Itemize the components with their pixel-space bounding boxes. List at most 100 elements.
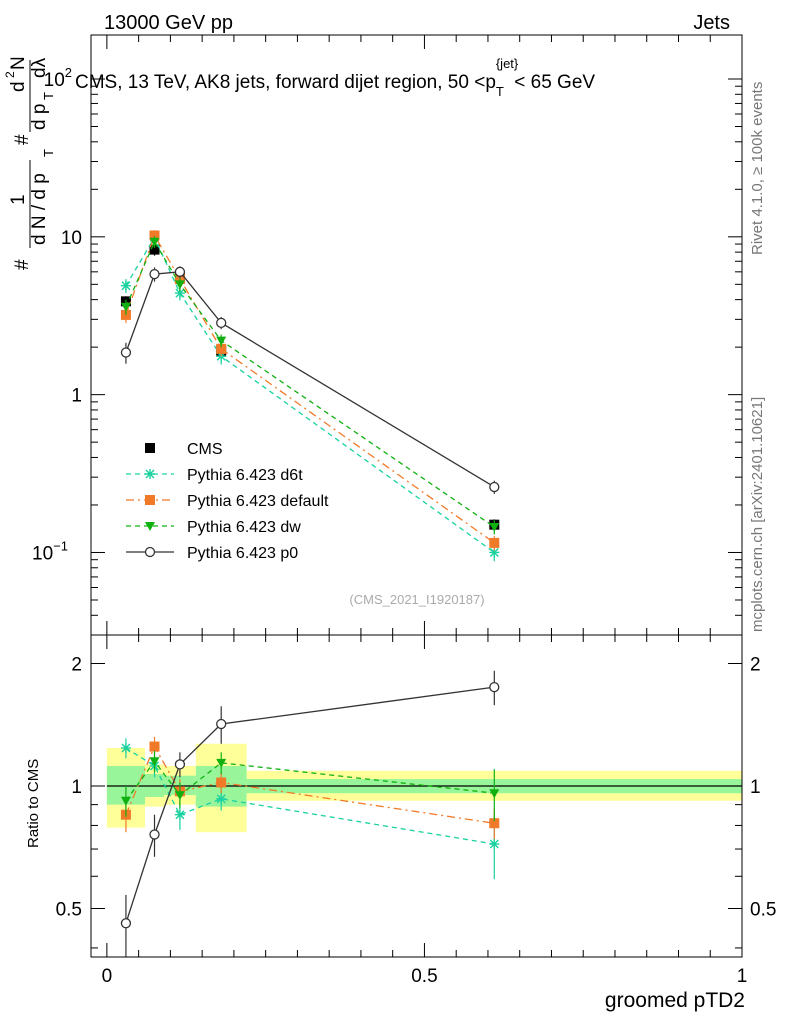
- data-point: [120, 918, 132, 929]
- analysis-id-watermark: (CMS_2021_I1920187): [349, 592, 484, 607]
- ratio-data-series: [120, 670, 500, 957]
- series-line: [125, 271, 495, 488]
- ratio-axis-ticks: 2 2 1 1 0.5 0.5 0 0.5 1: [56, 635, 776, 987]
- rivet-version-label: Rivet 4.1.0, ≥ 100k events: [749, 82, 766, 255]
- energy-label: 13000 GeV pp: [104, 12, 233, 34]
- legend-entry: Pythia 6.423 default: [126, 493, 329, 510]
- ratio-line: [125, 686, 495, 924]
- data-point: [489, 547, 500, 558]
- data-point: [489, 523, 500, 533]
- data-point: [489, 789, 500, 799]
- data-point: [216, 718, 227, 730]
- ylabel-d: d: [8, 81, 29, 92]
- data-point: [216, 351, 227, 362]
- ratio-y-tick-label-right: 0.5: [750, 899, 776, 920]
- x-tick-label: 0.5: [411, 966, 437, 987]
- legend-label: Pythia 6.423 dw: [187, 519, 301, 536]
- series-pythia-6-423-p0: [120, 266, 500, 494]
- ylabel-hash-1: #: [12, 259, 33, 270]
- plot-title: CMS, 13 TeV, AK8 jets, forward dijet reg…: [75, 56, 595, 99]
- ratio-panel-frame: [90, 634, 743, 958]
- data-point: [489, 537, 500, 548]
- ratio-y-tick-label-right: 1: [750, 777, 761, 798]
- data-point: [149, 757, 160, 767]
- ratio-y-axis-label: Ratio to CMS: [25, 759, 42, 848]
- data-point: [174, 288, 185, 299]
- x-tick-label: 0: [102, 966, 113, 987]
- data-point: [145, 443, 155, 453]
- ratio-series-pythia-6-423-d6t: [120, 738, 500, 880]
- y-tick-label: 10−1: [32, 538, 68, 564]
- x-tick-label: 1: [737, 966, 748, 987]
- data-point: [120, 302, 131, 312]
- data-point: [120, 347, 132, 358]
- ylabel-sub-t2: T: [41, 92, 56, 100]
- ylabel-n: N: [8, 56, 29, 70]
- data-point: [174, 791, 185, 801]
- ylabel-dpt: d p: [29, 104, 50, 130]
- data-point: [149, 829, 160, 840]
- legend-entry: Pythia 6.423 d6t: [126, 467, 303, 484]
- data-point: [174, 280, 185, 290]
- legend-entry: CMS: [145, 441, 223, 458]
- ratio-series-pythia-6-423-p0: [120, 670, 500, 957]
- series-pythia-6-423-dw: [120, 236, 500, 535]
- data-point: [144, 546, 156, 558]
- data-point: [120, 796, 131, 806]
- ratio-y-tick-label: 0.5: [56, 899, 82, 920]
- y-tick-label: 102: [44, 65, 72, 91]
- data-point: [145, 469, 155, 479]
- data-point: [149, 741, 160, 752]
- ylabel-sup-2: 2: [3, 71, 17, 78]
- x-axis-label: groomed pTD2: [605, 989, 745, 1012]
- data-point: [216, 758, 227, 768]
- data-point: [149, 269, 160, 280]
- ratio-uncertainty-bands: [106, 743, 743, 833]
- data-point: [149, 237, 160, 247]
- data-point: [174, 759, 186, 770]
- data-point: [216, 343, 227, 354]
- data-point: [149, 230, 160, 241]
- legend-label: Pythia 6.423 d6t: [187, 467, 303, 484]
- ratio-y-tick-label-right: 2: [750, 655, 761, 676]
- y-tick-label: 10: [61, 228, 82, 249]
- legend-label: Pythia 6.423 p0: [187, 545, 298, 562]
- category-label: Jets: [693, 12, 730, 34]
- title-sub: T: [496, 84, 504, 99]
- top-y-axis-label: # 1 d N / d p T # d p T dλ d 2 N: [3, 56, 56, 270]
- data-point: [489, 681, 500, 693]
- data-point: [216, 336, 227, 346]
- ylabel-sub-t1: T: [41, 149, 56, 157]
- data-point: [174, 266, 186, 277]
- legend-entry: Pythia 6.423 dw: [126, 519, 301, 536]
- top-axis-ticks: 102 10 1 10−1: [32, 35, 743, 636]
- ratio-y-tick-label: 1: [71, 777, 82, 798]
- legend-label: CMS: [187, 441, 223, 458]
- data-point: [216, 777, 227, 788]
- ratio-line: [125, 747, 495, 845]
- legend-entry: Pythia 6.423 p0: [126, 545, 298, 562]
- ratio-line: [125, 745, 495, 824]
- top-data-series: [120, 230, 500, 562]
- title-main: CMS, 13 TeV, AK8 jets, forward dijet reg…: [75, 72, 496, 93]
- data-point: [145, 522, 155, 531]
- ylabel-dlambda: dλ: [29, 57, 50, 78]
- y-tick-label: 1: [71, 386, 82, 407]
- ylabel-one: 1: [8, 194, 29, 205]
- legend-label: Pythia 6.423 default: [187, 493, 329, 510]
- ylabel-dndpt: d N / d p: [29, 173, 50, 245]
- data-point: [216, 317, 227, 329]
- data-point: [120, 742, 131, 753]
- title-sup: {jet}: [496, 56, 519, 71]
- mcplots-label: mcplots.cern.ch [arXiv:2401.10621]: [749, 397, 766, 632]
- data-point: [489, 481, 500, 493]
- data-point: [489, 818, 500, 829]
- ratio-series-pythia-6-423-dw: [120, 750, 500, 822]
- ylabel-hash-2: #: [12, 134, 33, 145]
- data-point: [149, 244, 160, 255]
- data-point: [489, 839, 500, 850]
- data-point: [120, 280, 131, 291]
- data-point: [216, 793, 227, 804]
- data-point: [145, 495, 155, 505]
